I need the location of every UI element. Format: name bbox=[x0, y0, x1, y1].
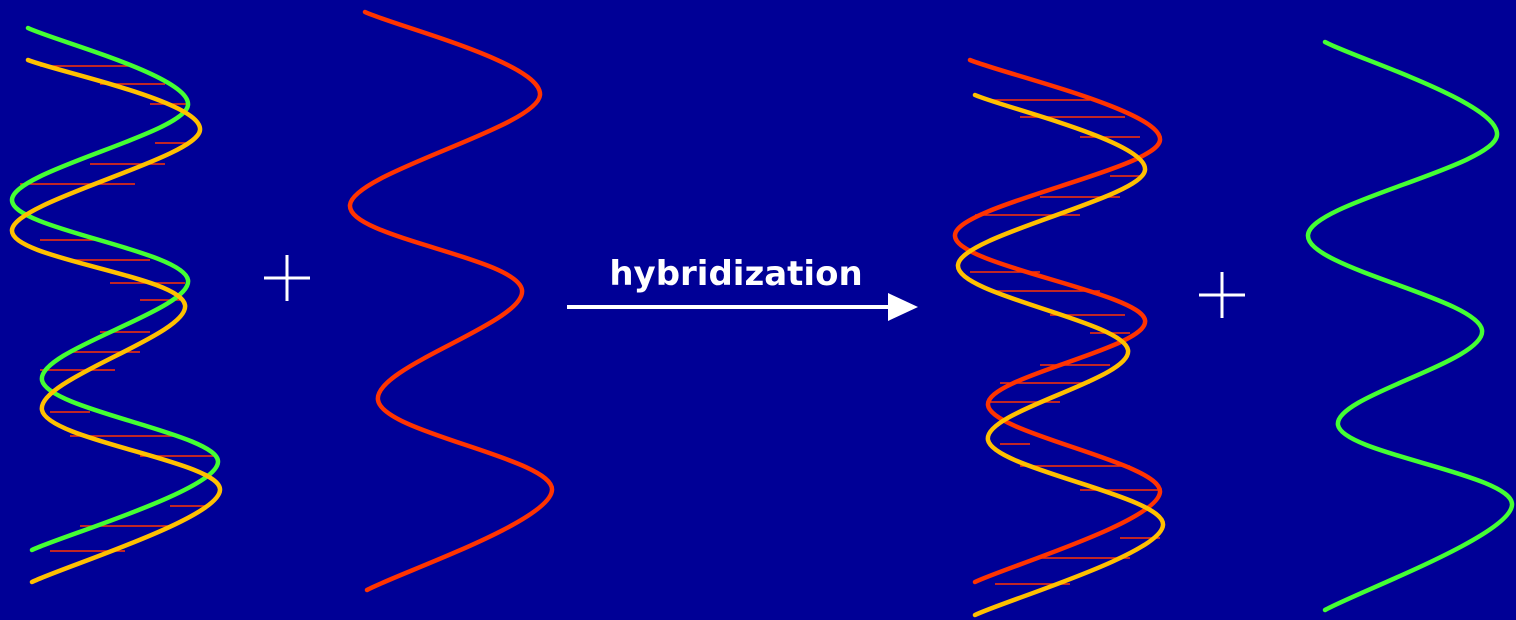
strand bbox=[347, 9, 555, 593]
strand bbox=[955, 92, 1166, 618]
strands bbox=[9, 9, 1515, 618]
strand bbox=[9, 57, 223, 585]
arrow-head bbox=[888, 293, 918, 321]
strand bbox=[1305, 39, 1515, 613]
strand bbox=[9, 25, 221, 553]
strand bbox=[952, 57, 1163, 585]
arrow-label: hybridization bbox=[609, 254, 862, 294]
plus-signs bbox=[264, 255, 1245, 318]
